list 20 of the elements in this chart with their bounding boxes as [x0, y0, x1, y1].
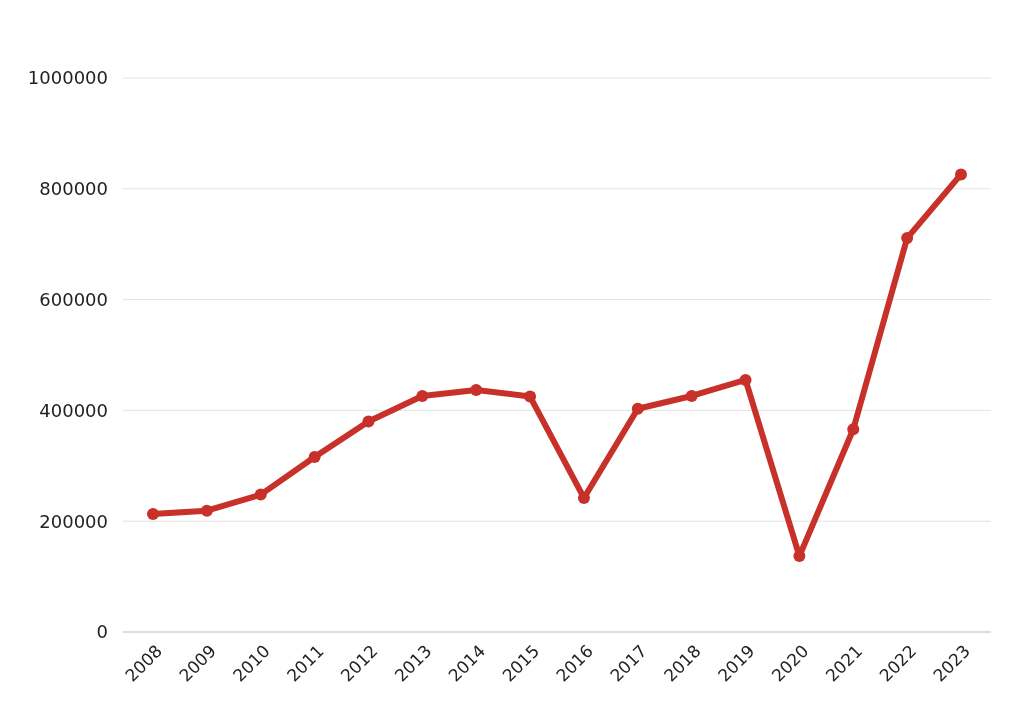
point — [416, 390, 429, 402]
point — [470, 383, 483, 396]
point — [362, 415, 375, 428]
point — [847, 423, 860, 436]
y-tick-label: 600000 — [39, 288, 108, 310]
point — [147, 508, 159, 520]
y-tick-label: 0 — [96, 621, 108, 643]
point — [739, 373, 752, 386]
y-tick-label: 800000 — [39, 178, 108, 200]
y-tick-label: 1000000 — [27, 67, 108, 89]
point — [200, 504, 213, 517]
point — [685, 390, 698, 402]
y-tick-label: 200000 — [39, 510, 108, 532]
point — [901, 232, 914, 245]
point — [955, 168, 967, 181]
point — [308, 450, 321, 463]
point — [631, 402, 644, 415]
y-tick-label: 400000 — [39, 399, 108, 421]
point — [254, 488, 267, 501]
point — [524, 390, 537, 403]
